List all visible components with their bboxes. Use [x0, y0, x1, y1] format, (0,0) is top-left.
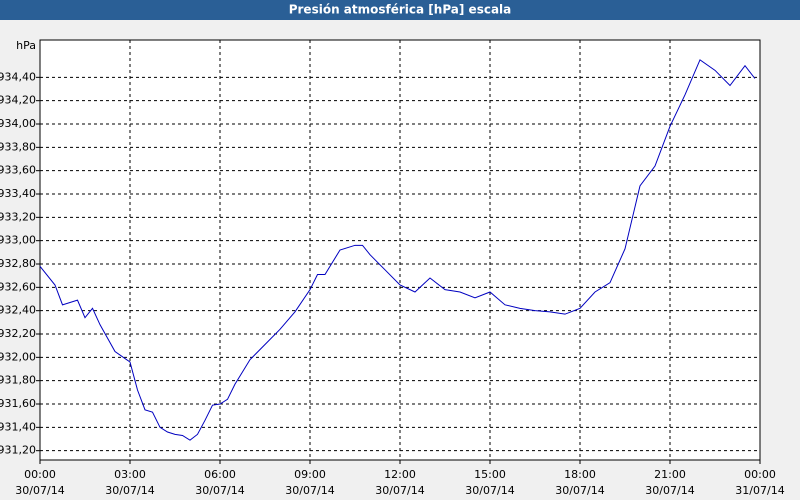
x-tick-label: 21:00	[654, 468, 686, 481]
y-tick-label: 931,60	[0, 397, 36, 410]
x-tick-date: 30/07/14	[195, 484, 244, 497]
y-tick-label: 933,60	[0, 164, 36, 177]
line-series	[39, 59, 756, 441]
x-tick-date: 30/07/14	[15, 484, 64, 497]
x-tick-date: 30/07/14	[645, 484, 694, 497]
y-axis-label: hPa	[16, 39, 36, 52]
x-tick-label: 06:00	[204, 468, 236, 481]
y-tick-label: 933,00	[0, 234, 36, 247]
x-tick-date: 30/07/14	[375, 484, 424, 497]
x-tick-date: 31/07/14	[735, 484, 784, 497]
y-tick-label: 932,40	[0, 304, 36, 317]
y-tick-label: 931,80	[0, 374, 36, 387]
y-tick-label: 931,40	[0, 420, 36, 433]
x-tick-date: 30/07/14	[105, 484, 154, 497]
y-tick-label: 932,60	[0, 280, 36, 293]
x-tick-label: 18:00	[564, 468, 596, 481]
y-tick-label: 933,20	[0, 210, 36, 223]
y-tick-label: 932,80	[0, 257, 36, 270]
y-tick-label: 933,40	[0, 187, 36, 200]
y-tick-label: 933,80	[0, 140, 36, 153]
x-tick-label: 00:00	[24, 468, 56, 481]
x-tick-label: 12:00	[384, 468, 416, 481]
x-tick-date: 30/07/14	[555, 484, 604, 497]
y-tick-label: 934,20	[0, 94, 36, 107]
x-tick-label: 09:00	[294, 468, 326, 481]
x-tick-date: 30/07/14	[285, 484, 334, 497]
x-tick-label: 00:00	[744, 468, 776, 481]
y-tick-label: 932,00	[0, 350, 36, 363]
y-tick-label: 931,20	[0, 444, 36, 457]
x-tick-date: 30/07/14	[465, 484, 514, 497]
y-tick-label: 934,40	[0, 70, 36, 83]
y-tick-label: 932,20	[0, 327, 36, 340]
x-tick-label: 03:00	[114, 468, 146, 481]
chart-title: Presión atmosférica [hPa] escala	[289, 3, 512, 17]
x-tick-label: 15:00	[474, 468, 506, 481]
y-tick-label: 934,00	[0, 117, 36, 130]
title-bar	[0, 0, 800, 20]
